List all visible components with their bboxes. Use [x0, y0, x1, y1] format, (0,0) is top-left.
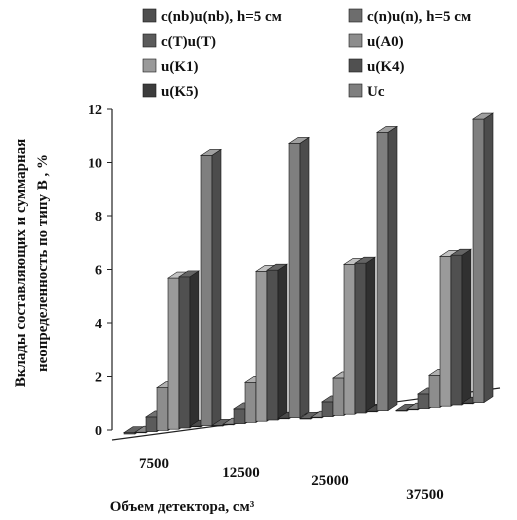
legend-swatch — [348, 83, 363, 98]
x-tick-label: 25000 — [311, 473, 349, 489]
legend-item: u(K1) — [142, 58, 199, 75]
x-tick-labels: 7500 12500 25000 37500 — [139, 456, 444, 503]
legend-label: c(nb)u(nb), h=5 см — [161, 9, 282, 25]
legend-swatch — [142, 8, 157, 23]
legend: c(nb)u(nb), h=5 см c(n)u(n), h=5 см c(T)u(… — [142, 8, 471, 100]
x-axis-label: Объем детектора, см³ — [110, 499, 255, 515]
legend-label: u(A0) — [367, 34, 404, 50]
legend-label: u(K5) — [161, 84, 199, 100]
bars — [123, 112, 494, 435]
legend-label: Uc — [367, 84, 385, 100]
y-tick-label: 12 — [88, 103, 102, 118]
legend-label: u(K4) — [367, 59, 405, 75]
y-tick-label: 2 — [95, 371, 102, 386]
legend-item: c(n)u(n), h=5 см — [348, 8, 471, 25]
bar — [354, 256, 376, 414]
legend-swatch — [348, 33, 363, 48]
y-axis-label-line1: Вклады составляющих и суммарная — [13, 139, 29, 388]
bar — [288, 136, 310, 419]
y-tick-label: 10 — [88, 157, 102, 172]
y-tick-labels: 0 2 4 6 8 10 12 — [88, 103, 112, 439]
x-tick-label: 12500 — [222, 465, 260, 481]
legend-item: Uc — [348, 83, 385, 100]
legend-item: c(nb)u(nb), h=5 см — [142, 8, 282, 25]
y-tick-label: 8 — [95, 210, 102, 225]
legend-label: c(n)u(n), h=5 см — [367, 9, 471, 25]
y-tick-label: 0 — [95, 424, 102, 439]
bar — [376, 125, 398, 412]
bar-group-25000 — [299, 125, 398, 420]
x-tick-label: 37500 — [406, 487, 444, 503]
bar-group-12500 — [211, 136, 310, 427]
legend-swatch — [142, 83, 157, 98]
legend-item: u(K4) — [348, 58, 405, 75]
y-axis-label-line2: неопределенность по типу B , % — [35, 154, 51, 372]
bar — [472, 112, 494, 404]
legend-swatch — [142, 58, 157, 73]
legend-swatch — [142, 33, 157, 48]
legend-item: u(K5) — [142, 83, 199, 100]
bar — [266, 263, 288, 421]
legend-label: c(T)u(T) — [161, 34, 216, 50]
bar-group-7500 — [123, 148, 222, 435]
legend-item: u(A0) — [348, 33, 404, 50]
legend-label: u(K1) — [161, 59, 199, 75]
x-tick-label: 7500 — [139, 456, 169, 472]
y-tick-label: 4 — [95, 317, 102, 332]
y-tick-label: 6 — [95, 264, 102, 279]
bar — [178, 270, 200, 429]
legend-item: c(T)u(T) — [142, 33, 216, 50]
bar-group-37500 — [395, 112, 494, 412]
bar — [200, 148, 222, 427]
bar — [450, 248, 472, 406]
legend-swatch — [348, 58, 363, 73]
legend-swatch — [348, 8, 363, 23]
